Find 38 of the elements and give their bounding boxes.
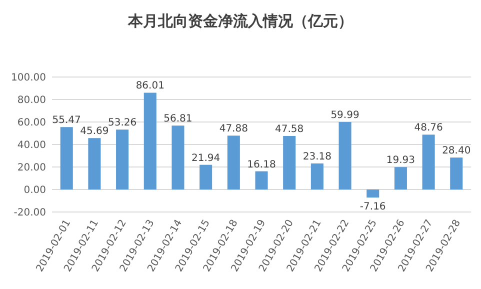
data-label: 55.47 xyxy=(52,115,81,126)
bar xyxy=(338,122,352,190)
y-tick-label: 0.00 xyxy=(24,185,46,196)
data-label: 45.69 xyxy=(80,126,109,138)
bar xyxy=(88,138,101,190)
y-tick-label: -20.00 xyxy=(14,208,46,218)
bar xyxy=(200,164,212,190)
chart-title: 本月北向资金净流入情况（亿元） xyxy=(127,12,353,30)
data-label: 56.81 xyxy=(164,114,192,125)
bar xyxy=(366,190,380,198)
bar xyxy=(310,163,324,190)
data-label: 19.93 xyxy=(386,155,416,166)
data-label: 16.18 xyxy=(247,159,276,170)
y-tick-label: 20.00 xyxy=(17,162,46,174)
bar xyxy=(255,171,268,190)
data-label: -7.16 xyxy=(360,202,386,213)
data-label: 48.76 xyxy=(414,122,443,134)
y-tick-label: 100.00 xyxy=(11,72,46,84)
y-tick-label: 80.00 xyxy=(17,95,46,106)
bar xyxy=(227,136,240,190)
data-label: 59.99 xyxy=(330,110,360,122)
data-label: 23.18 xyxy=(302,151,332,162)
bar xyxy=(283,136,296,190)
bar xyxy=(60,127,73,190)
bar xyxy=(394,167,407,190)
data-label: 28.40 xyxy=(442,146,471,157)
y-tick-label: 40.00 xyxy=(17,140,46,151)
data-label: 21.94 xyxy=(192,152,220,164)
data-label: 53.26 xyxy=(108,118,137,129)
bar xyxy=(116,130,129,190)
bar xyxy=(450,158,463,190)
y-tick-label: 60.00 xyxy=(17,118,46,128)
data-label: 47.58 xyxy=(275,124,304,135)
data-label: 47.88 xyxy=(219,124,248,135)
data-label: 86.01 xyxy=(136,80,164,92)
bar xyxy=(172,126,184,190)
bar xyxy=(422,134,435,190)
bar xyxy=(144,92,156,190)
